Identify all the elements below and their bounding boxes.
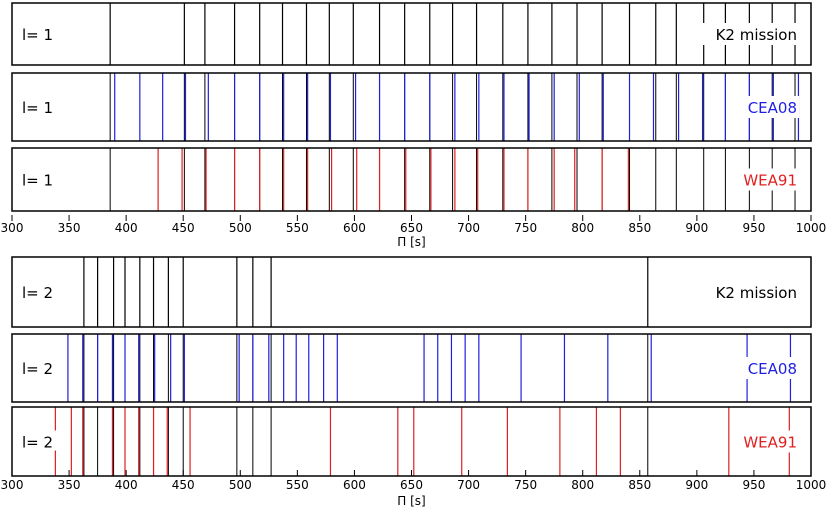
source-label-bg-g1-p0 — [699, 281, 799, 303]
x-tick-label-g1-2: 400 — [115, 478, 138, 492]
x-tick-label-g0-11: 850 — [628, 221, 651, 235]
x-tick-label-g1-12: 900 — [685, 478, 708, 492]
source-label-bg-g1-p1 — [744, 357, 799, 379]
source-label-bg-g0-p0 — [699, 23, 799, 45]
source-label-g0-p0: K2 mission — [716, 26, 797, 44]
x-tick-label-g1-3: 450 — [172, 478, 195, 492]
row-label-bg-g1-p0 — [16, 281, 60, 301]
x-tick-label-g1-9: 750 — [514, 478, 537, 492]
x-tick-label-g0-8: 700 — [457, 221, 480, 235]
x-tick-label-g1-11: 850 — [628, 478, 651, 492]
x-tick-label-g1-14: 1000 — [796, 478, 827, 492]
x-tick-label-g1-0: 300 — [1, 478, 24, 492]
source-label-bg-g0-p1 — [744, 96, 799, 118]
x-tick-label-g0-1: 350 — [58, 221, 81, 235]
x-tick-label-g1-13: 950 — [742, 478, 765, 492]
x-tick-label-g0-0: 300 — [1, 221, 24, 235]
source-label-bg-g1-p2 — [744, 430, 799, 453]
x-tick-label-g1-1: 350 — [58, 478, 81, 492]
panel-frame-g1-p1 — [11, 333, 812, 403]
x-tick-label-g1-5: 550 — [286, 478, 309, 492]
x-axis-label-g0: Π [s] — [397, 235, 425, 249]
row-label-g0-p2: l= 1 — [22, 172, 53, 190]
source-label-g0-p1: CEA08 — [748, 99, 797, 117]
x-tick-label-g1-4: 500 — [229, 478, 252, 492]
x-tick-label-g1-8: 700 — [457, 478, 480, 492]
panel-frame-g0-p1 — [11, 72, 812, 142]
x-tick-label-g0-3: 450 — [172, 221, 195, 235]
panel-frame-g1-p0 — [11, 256, 812, 328]
x-tick-label-g0-2: 400 — [115, 221, 138, 235]
x-tick-label-g1-7: 650 — [400, 478, 423, 492]
row-label-bg-g1-p1 — [16, 357, 60, 377]
row-label-bg-g0-p1 — [16, 96, 60, 116]
source-label-g1-p1: CEA08 — [748, 360, 797, 378]
x-tick-label-g0-13: 950 — [742, 221, 765, 235]
row-label-g1-p1: l= 2 — [22, 360, 53, 378]
x-tick-label-g0-12: 900 — [685, 221, 708, 235]
x-tick-label-g0-14: 1000 — [796, 221, 827, 235]
row-label-bg-g0-p0 — [16, 23, 60, 43]
source-label-g1-p2: WEA91 — [743, 434, 797, 452]
row-label-bg-g0-p2 — [16, 168, 60, 189]
x-tick-label-g0-9: 750 — [514, 221, 537, 235]
panel-frame-g0-p2 — [11, 147, 812, 212]
x-tick-label-g0-7: 650 — [400, 221, 423, 235]
x-tick-label-g0-4: 500 — [229, 221, 252, 235]
row-label-g1-p0: l= 2 — [22, 284, 53, 302]
source-label-bg-g0-p2 — [744, 168, 799, 191]
row-label-g0-p1: l= 1 — [22, 99, 53, 117]
x-tick-label-g1-6: 600 — [343, 478, 366, 492]
row-label-g0-p0: l= 1 — [22, 26, 53, 44]
x-tick-label-g0-10: 800 — [571, 221, 594, 235]
x-tick-label-g1-10: 800 — [571, 478, 594, 492]
x-axis-label-g1: Π [s] — [397, 494, 425, 508]
x-tick-label-g0-5: 550 — [286, 221, 309, 235]
source-label-g1-p0: K2 mission — [716, 284, 797, 302]
row-label-g1-p2: l= 2 — [22, 434, 53, 452]
panel-frame-g1-p2 — [11, 406, 812, 477]
x-tick-label-g0-6: 600 — [343, 221, 366, 235]
row-label-bg-g1-p2 — [16, 430, 60, 451]
source-label-g0-p2: WEA91 — [743, 172, 797, 190]
panel-frame-g0-p0 — [11, 2, 812, 66]
